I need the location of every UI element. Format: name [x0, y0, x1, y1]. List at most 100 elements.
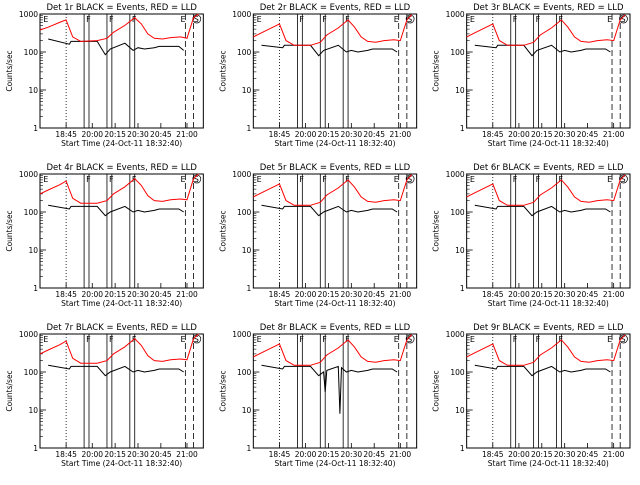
x-tick-label: 20:00 — [508, 290, 530, 299]
y-axis-label: Counts/sec — [5, 50, 14, 91]
y-axis-label: Counts/sec — [218, 210, 227, 251]
y-axis-label: Counts/sec — [218, 50, 227, 91]
series-line-lld — [39, 173, 199, 204]
plot-frame — [39, 13, 204, 129]
x-tick-label: 20:30 — [554, 130, 576, 139]
x-tick-label: 20:00 — [81, 450, 103, 459]
series-line-lld — [253, 174, 413, 206]
plot-frame — [466, 333, 631, 449]
f-marker-label: F — [322, 335, 327, 344]
plot-frame — [39, 333, 204, 449]
panel-title: Det 7r BLACK = Events, RED = LLD — [46, 323, 197, 333]
f-marker-label: F — [109, 335, 114, 344]
x-tick-label: 20:30 — [341, 290, 363, 299]
series-line-events — [261, 364, 398, 414]
f-marker-label: F — [322, 15, 327, 24]
panel-title: Det 2r BLACK = Events, RED = LLD — [260, 3, 411, 13]
y-tick-label: 10 — [28, 246, 38, 255]
s-marker-label: S — [194, 15, 199, 24]
x-axis-label: Start Time (24-Oct-11 18:32:40) — [61, 139, 182, 148]
f-marker-label: F — [536, 335, 541, 344]
x-tick-label: 20:15 — [318, 130, 340, 139]
s-marker-label: S — [407, 335, 412, 344]
x-tick-label: 18:45 — [55, 450, 77, 459]
y-tick-label: 100 — [237, 48, 252, 57]
y-tick-label: 10 — [455, 246, 465, 255]
y-tick-label: 10 — [28, 86, 38, 95]
f-marker-label: F — [345, 175, 350, 184]
x-axis-label: Start Time (24-Oct-11 18:32:40) — [488, 459, 609, 468]
e-marker-label: E — [470, 175, 475, 184]
series-line-lld — [466, 174, 626, 206]
f-marker-label: F — [345, 15, 350, 24]
s-marker-circle — [405, 14, 415, 24]
x-tick-label: 20:00 — [508, 130, 530, 139]
y-axis-label: Counts/sec — [432, 370, 441, 411]
y-axis-label: Counts/sec — [432, 210, 441, 251]
panel-det-2: Det 2r BLACK = Events, RED = LLD 1 10 100 10… — [218, 3, 418, 148]
f-marker-label: F — [299, 335, 304, 344]
y-tick-label: 10 — [455, 406, 465, 415]
panel-det-3: Det 3r BLACK = Events, RED = LLD 1 10 100 10… — [432, 3, 631, 148]
x-tick-label: 20:15 — [104, 130, 126, 139]
e-marker-label: E — [43, 175, 48, 184]
plot-frame — [39, 173, 204, 289]
plot-frame — [466, 13, 631, 129]
series-line-events — [474, 364, 611, 377]
panel-det-9: Det 9r BLACK = Events, RED = LLD 1 10 100 10… — [432, 323, 631, 468]
y-axis-label: Counts/sec — [218, 370, 227, 411]
x-tick-label: 21:00 — [390, 290, 412, 299]
panel-title: Det 8r BLACK = Events, RED = LLD — [260, 323, 411, 333]
plot-frame — [252, 13, 418, 129]
y-tick-label: 10 — [28, 406, 38, 415]
x-tick-label: 21:00 — [176, 290, 198, 299]
y-tick-label: 100 — [24, 48, 39, 57]
panel-title: Det 4r BLACK = Events, RED = LLD — [46, 163, 197, 173]
x-tick-label: 20:15 — [104, 290, 126, 299]
x-axis-label: Start Time (24-Oct-11 18:32:40) — [274, 299, 395, 308]
series-line-events — [48, 364, 184, 377]
x-tick-label: 21:00 — [390, 130, 412, 139]
x-tick-label: 20:15 — [318, 290, 340, 299]
series-line-events — [474, 204, 611, 217]
y-axis-label: Counts/sec — [5, 210, 14, 251]
series-line-lld — [253, 14, 413, 46]
panel-title: Det 5r BLACK = Events, RED = LLD — [260, 163, 411, 173]
f-marker-label: F — [513, 15, 518, 24]
series-line-events — [261, 44, 398, 57]
y-axis-label: Counts/sec — [432, 50, 441, 91]
f-marker-label: F — [513, 335, 518, 344]
f-marker-label: F — [299, 15, 304, 24]
x-tick-label: 20:45 — [363, 290, 385, 299]
x-axis-label: Start Time (24-Oct-11 18:32:40) — [488, 299, 609, 308]
panel-det-6: Det 6r BLACK = Events, RED = LLD 1 10 100 10… — [432, 163, 631, 308]
x-tick-label: 20:30 — [127, 290, 149, 299]
f-marker-label: F — [109, 175, 114, 184]
x-tick-label: 20:00 — [295, 130, 317, 139]
x-tick-label: 20:45 — [363, 450, 385, 459]
e-marker-label: E — [470, 335, 475, 344]
series-line-events — [474, 44, 611, 57]
y-tick-label: 100 — [24, 208, 39, 217]
e-marker-label: E — [43, 335, 48, 344]
f-marker-label: F — [132, 15, 137, 24]
e-marker-label: E — [43, 15, 48, 24]
panel-title: Det 6r BLACK = Events, RED = LLD — [473, 163, 624, 173]
f-marker-label: F — [345, 335, 350, 344]
x-tick-label: 20:30 — [554, 450, 576, 459]
s-marker-circle — [619, 174, 628, 184]
y-tick-label: 10 — [455, 86, 465, 95]
series-line-lld — [466, 334, 626, 366]
x-tick-label: 18:45 — [482, 130, 504, 139]
x-tick-label: 20:30 — [341, 450, 363, 459]
e-marker-label: E — [257, 175, 262, 184]
y-tick-label: 1 — [33, 284, 38, 293]
x-tick-label: 20:45 — [577, 290, 599, 299]
f-marker-label: F — [299, 175, 304, 184]
s-marker-label: S — [407, 15, 412, 24]
e-marker-label: E — [394, 335, 399, 344]
y-tick-label: 1000 — [446, 330, 465, 339]
y-tick-label: 100 — [450, 48, 465, 57]
y-tick-label: 1000 — [19, 170, 38, 179]
x-tick-label: 20:15 — [104, 450, 126, 459]
